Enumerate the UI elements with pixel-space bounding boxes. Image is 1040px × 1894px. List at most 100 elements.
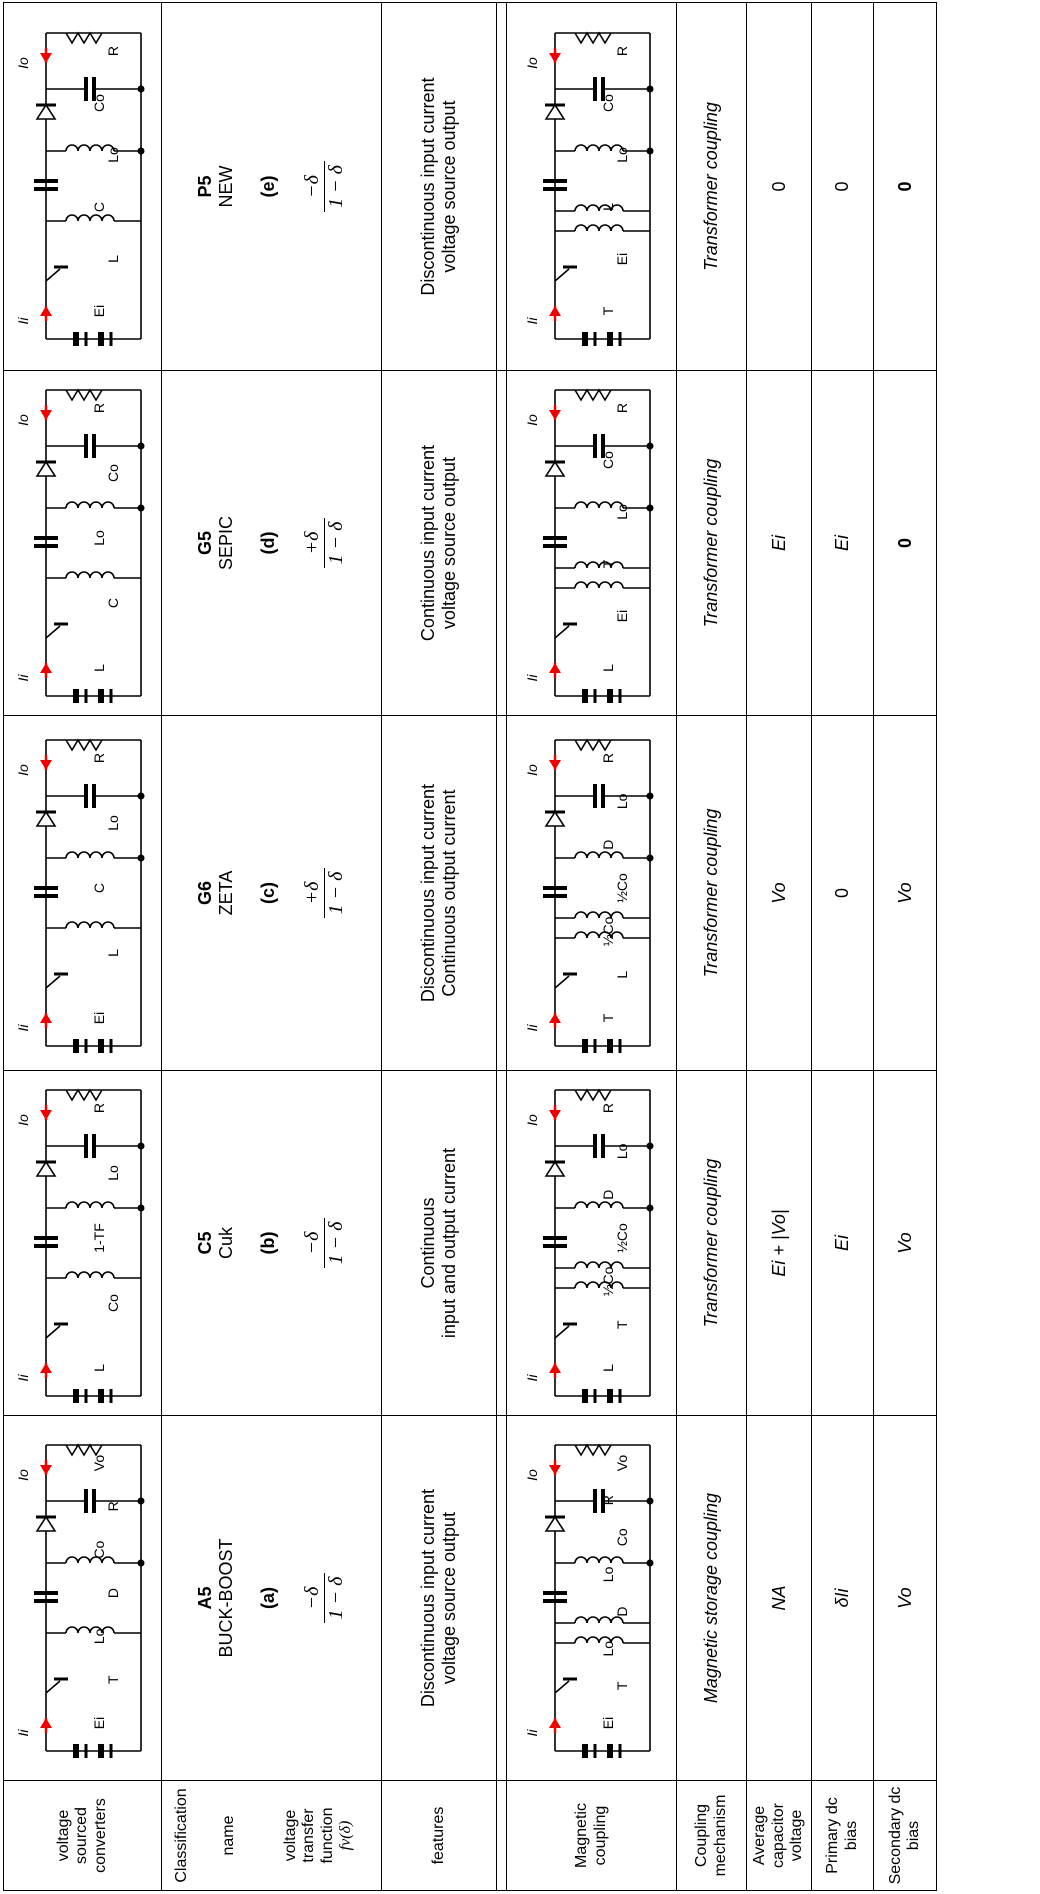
separator-cell [497, 1781, 507, 1891]
secondary-bias-cell: 0 [874, 371, 937, 716]
feature-line: voltage source output [439, 371, 460, 715]
feature-line: input and output current [439, 1071, 460, 1415]
circuit-label: R [91, 403, 107, 413]
numerator: +δ [301, 868, 325, 919]
circuit-diagram: IiIoEiTLoDCoRVo [6, 1433, 154, 1763]
inductor [66, 1202, 114, 1208]
wire [46, 976, 60, 988]
junction [647, 86, 654, 93]
circuit-diagram: IiIoTEiLLoCoR [515, 22, 663, 352]
table-row: Magnetic couplingIiIoEiTLoDLoCoRVoIiIoLT… [507, 3, 677, 1891]
row-label: Secondary dc bias [874, 1781, 937, 1891]
classification-cell: G6ZETA(c)+δ1 − δ [162, 716, 382, 1071]
average-capacitor-voltage-cell: 0 [747, 3, 812, 371]
junction [647, 1143, 654, 1150]
wire [46, 626, 60, 638]
table-row [497, 3, 507, 1891]
circuit-label: R [105, 46, 121, 56]
wire [555, 270, 569, 282]
classification-cell: G5SEPIC(d)+δ1 − δ [162, 371, 382, 716]
mechanism-cell: Transformer coupling [677, 1071, 747, 1416]
wire [46, 1326, 60, 1338]
circuit-label: Ei [614, 253, 630, 265]
junction [647, 793, 654, 800]
transfer-symbol: fv(δ) [337, 1781, 355, 1890]
inductor [66, 1272, 114, 1278]
row-label: voltage sourced converters [4, 1781, 162, 1891]
circuit-label: T [614, 1320, 630, 1329]
junction [138, 1498, 145, 1505]
circuit-label: Ii [524, 317, 540, 325]
current-arrow [549, 54, 561, 64]
circuit-label: Lo [614, 1143, 630, 1159]
denominator: 1 − δ [325, 1218, 348, 1269]
junction [647, 855, 654, 862]
circuit-label: L [105, 949, 121, 957]
diode [37, 1517, 55, 1531]
circuit-label: L [105, 255, 121, 263]
junction [647, 1205, 654, 1212]
average-capacitor-voltage-cell: Ei [747, 371, 812, 716]
current-arrow [40, 760, 52, 770]
resistor [66, 390, 102, 400]
circuit-label: Ii [15, 674, 31, 682]
class-code: A5 [195, 1416, 216, 1780]
row-label: features [382, 1781, 497, 1891]
separator-cell [497, 1071, 507, 1416]
circuit-cell: IiIoLT½Co½CoDLoR [507, 1071, 677, 1416]
circuit-label: Lo [91, 1628, 107, 1644]
row-label: Classification [162, 1781, 202, 1891]
wire [46, 270, 60, 282]
resistor [575, 1445, 611, 1455]
feature-line: Continuous output current [439, 716, 460, 1070]
circuit-label: R [91, 1103, 107, 1113]
class-code: G6 [195, 716, 216, 1070]
primary-bias-cell: Ei [812, 371, 874, 716]
figure-tag: (e) [258, 3, 279, 370]
current-arrow [40, 1013, 52, 1023]
circuit-label: R [600, 1495, 616, 1505]
denominator: 1 − δ [325, 1573, 348, 1624]
circuit-cell: IiIoEiTLoDCoRVo [4, 1416, 162, 1781]
row-label: name [202, 1781, 257, 1891]
circuit-label: C [105, 598, 121, 608]
inductor [66, 852, 114, 858]
circuit-label: Lo [600, 1566, 616, 1582]
denominator: 1 − δ [325, 161, 348, 212]
junction [138, 443, 145, 450]
circuit-label: Io [524, 764, 540, 776]
converter-name: BUCK-BOOST [216, 1416, 237, 1780]
circuit-label: R [91, 753, 107, 763]
junction [647, 148, 654, 155]
mechanism-cell: Transformer coupling [677, 3, 747, 371]
circuit-label: Lo [614, 793, 630, 809]
circuit-label: Io [524, 1114, 540, 1126]
primary-bias-cell: 0 [812, 716, 874, 1071]
primary-bias-cell: δIi [812, 1416, 874, 1781]
circuit-diagram: IiIoEiLCLoR [6, 728, 154, 1058]
denominator: 1 − δ [325, 868, 348, 919]
circuit-label: D [105, 1588, 121, 1598]
diode [546, 462, 564, 476]
diode [546, 1517, 564, 1531]
feature-line: voltage source output [439, 1416, 460, 1780]
junction [138, 1205, 145, 1212]
junction [647, 505, 654, 512]
current-arrow [40, 307, 52, 317]
inductor [66, 502, 114, 508]
circuit-label: Co [105, 464, 121, 482]
circuit-label: Lo [614, 148, 630, 164]
circuit-label: ½Co [614, 873, 630, 903]
converter-name: SEPIC [216, 371, 237, 715]
mechanism-cell: Magnetic storage coupling [677, 1416, 747, 1781]
classification-cell: A5BUCK-BOOST(a)−δ1 − δ [162, 1416, 382, 1781]
secondary-bias-cell: 0 [874, 3, 937, 371]
circuit-label: Vo [614, 1455, 630, 1472]
circuit-label: R [105, 1501, 121, 1511]
